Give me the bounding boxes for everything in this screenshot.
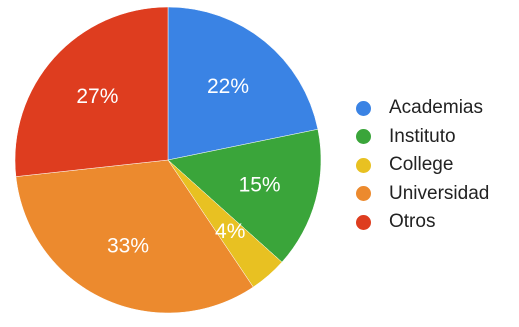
pie-slices (14, 6, 322, 314)
legend-label-instituto: Instituto (389, 125, 456, 147)
pie-slice-labels: 22% 15% 4% 33% 27% (76, 75, 280, 258)
legend-item-academias: Academias (356, 94, 489, 123)
pie-slice-label-universidad: 33% (107, 235, 149, 258)
legend-item-otros: Otros (356, 208, 489, 237)
pie-slice-academias (167, 6, 319, 161)
legend-label-college: College (389, 154, 454, 176)
legend-item-college: College (356, 151, 489, 180)
legend-swatch-universidad (356, 186, 371, 202)
legend-label-universidad: Universidad (389, 182, 490, 204)
pie-slice-label-otros: 27% (76, 85, 118, 108)
legend-label-otros: Otros (389, 211, 436, 233)
pie-slice-label-instituto: 15% (239, 173, 281, 196)
legend-item-instituto: Instituto (356, 123, 489, 152)
legend-swatch-academias (356, 100, 371, 116)
pie-slice-label-college: 4% (215, 220, 245, 243)
pie-slice-instituto (167, 128, 322, 263)
legend-label-academias: Academias (389, 97, 483, 119)
pie-slice-otros (14, 6, 169, 177)
legend-swatch-instituto (356, 129, 371, 145)
legend: Academias Instituto College Universidad Otro… (356, 94, 489, 237)
legend-swatch-college (356, 157, 371, 173)
legend-swatch-otros (356, 214, 371, 230)
pie-slice-universidad (15, 159, 254, 314)
pie-slice-label-academias: 22% (207, 75, 249, 98)
legend-item-universidad: Universidad (356, 180, 489, 209)
